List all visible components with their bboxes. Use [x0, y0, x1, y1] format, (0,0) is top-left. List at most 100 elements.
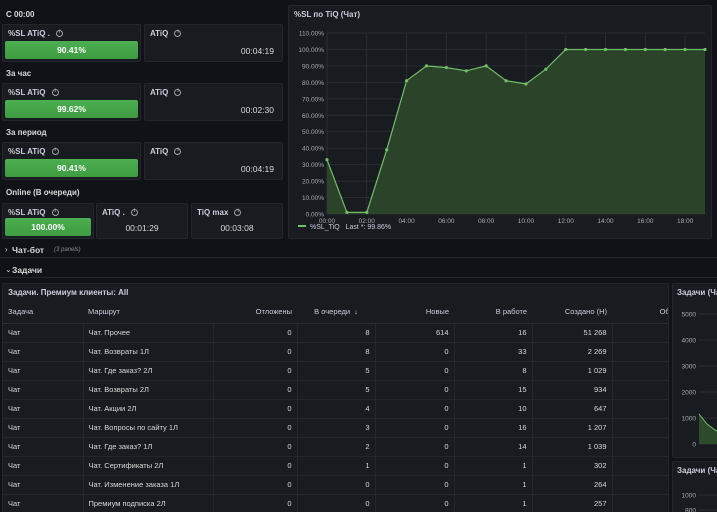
data-point [404, 79, 409, 83]
data-point [444, 65, 448, 70]
stat-value: 00:01:29 [125, 223, 159, 233]
table-cell: 0 [375, 380, 455, 400]
table-row[interactable]: Чат Чат. Где заказ? 2Л 0 5 0 8 1 029 [3, 361, 668, 381]
table-cell: 0 [375, 475, 455, 495]
sl-chart-panel[interactable]: %SL по TiQ (Чат) 0.00% 10.00% 20.00% 30.00%… [288, 5, 712, 239]
data-point [584, 47, 588, 52]
table-cell: Чат [3, 494, 84, 512]
table-cell: 16 [454, 323, 533, 343]
table-cell: Чат. Вопросы по сайту 1Л [83, 418, 214, 438]
row-panels-count: (3 panels) [54, 247, 81, 253]
info-icon[interactable] [174, 29, 182, 37]
table-cell: 1 [297, 456, 376, 476]
table-row[interactable]: Чат Чат. Изменение заказа 1Л 0 0 0 1 264 [3, 475, 668, 495]
column-header[interactable]: Новые [375, 301, 454, 324]
side-chart-2: 1000 800 [682, 493, 717, 512]
table-row[interactable]: Чат Чат. Где заказ? 1Л 0 2 0 14 1 039 [3, 437, 668, 457]
column-header[interactable]: Задача [3, 301, 83, 324]
table-cell: 0 [375, 494, 455, 512]
x-tick-label: 18:00 [677, 218, 694, 225]
stat-panel-atiq-today[interactable]: ATiQ 00:04:19 [144, 24, 283, 62]
info-icon[interactable] [51, 88, 59, 96]
table-cell: Чат. Акции 2Л [83, 399, 214, 419]
table-row[interactable]: Чат Чат. Сертификаты 2Л 0 1 0 1 302 [3, 456, 668, 476]
data-point [623, 47, 628, 52]
x-tick-label: 10:00 [518, 218, 535, 225]
side-chart-panel-1[interactable]: Задачи (Ча 5000 4000 3000 2000 1000 0 [672, 283, 717, 458]
data-point [663, 47, 667, 52]
table-cell: Чат [3, 361, 84, 381]
table-cell [612, 380, 668, 400]
series-area [699, 414, 717, 444]
table-cell: 1 [454, 475, 533, 495]
stat-panel-sl-online[interactable]: %SL ATiQ 100.00% [2, 203, 94, 239]
row-chatbot[interactable]: › Чат-бот (3 panels) [0, 242, 717, 258]
table-cell: 0 [213, 342, 298, 362]
table-cell: 0 [213, 475, 298, 495]
tasks-table: Задача Маршрут Отложены В очереди ↓ Новые В ра… [3, 301, 668, 512]
table-cell: Чат [3, 418, 84, 438]
data-point [603, 47, 608, 52]
stat-panel-sl-today[interactable]: %SL ATiQ . 90.41% [2, 24, 141, 62]
table-cell: 4 [297, 399, 376, 419]
table-cell: 0 [297, 494, 376, 512]
stat-panel-sl-hour[interactable]: %SL ATiQ 99.62% [2, 83, 141, 121]
table-row[interactable]: Чат Чат. Акции 2Л 0 4 0 10 647 [3, 399, 668, 419]
table-cell: 10 [454, 399, 533, 419]
info-icon[interactable] [174, 147, 182, 155]
y-tick-label: 3000 [682, 364, 697, 371]
info-icon[interactable] [51, 147, 59, 155]
data-point [703, 47, 707, 52]
stat-panel-sl-period[interactable]: %SL ATiQ 90.41% [2, 142, 141, 180]
table-cell: Чат [3, 399, 84, 419]
row-tasks[interactable]: ⌄ Задачи [0, 262, 717, 278]
table-row[interactable]: Чат Чат. Вопросы по сайту 1Л 0 3 0 16 1 207 [3, 418, 668, 438]
info-icon[interactable] [51, 208, 59, 216]
stat-panel-atiq-hour[interactable]: ATiQ 00:02:30 [144, 83, 283, 121]
stat-panel-atiq-online[interactable]: ATiQ . 00:01:29 [96, 203, 188, 239]
table-cell: 0 [375, 456, 455, 476]
y-tick-label: 800 [685, 508, 696, 512]
table-cell: Чат. Прочее [83, 323, 214, 343]
column-header[interactable]: Создано (Н) [532, 301, 612, 324]
table-cell: 302 [532, 456, 613, 476]
y-tick-label: 90.00% [302, 63, 324, 70]
x-tick-label: 12:00 [558, 218, 575, 225]
table-row[interactable]: Чат Чат. Возвраты 2Л 0 5 0 15 934 [3, 380, 668, 400]
info-icon[interactable] [55, 29, 63, 37]
stat-value-bar: 90.41% [5, 41, 138, 59]
table-cell: Чат [3, 475, 84, 495]
table-cell: Чат. Возвраты 2Л [83, 380, 214, 400]
y-tick-label: 1000 [682, 493, 697, 500]
data-point [424, 64, 429, 68]
x-tick-label: 02:00 [359, 218, 376, 225]
tasks-table-panel[interactable]: Задачи. Премиум клиенты: All Задача Маршр… [2, 283, 669, 512]
table-cell: 0 [213, 494, 298, 512]
table-cell: 0 [375, 399, 455, 419]
chart-title: %SL по TiQ (Чат) [294, 10, 361, 19]
chart-legend[interactable]: %SL_TiQ Last *: 99.86% [298, 224, 391, 231]
info-icon[interactable] [174, 88, 182, 96]
x-tick-label: 16:00 [637, 218, 654, 225]
table-cell [612, 456, 668, 476]
table-cell: 1 [454, 456, 533, 476]
stat-panel-tiq-max[interactable]: TiQ max 00:03:08 [191, 203, 283, 239]
stat-label: ATiQ [150, 88, 169, 97]
column-header[interactable]: В очереди ↓ [297, 301, 375, 324]
column-header[interactable]: Отложены [213, 301, 297, 324]
stat-panel-atiq-period[interactable]: ATiQ 00:04:19 [144, 142, 283, 180]
column-header[interactable]: В работе [454, 301, 532, 324]
column-header[interactable]: Обработан [612, 301, 668, 324]
stat-value: 00:03:08 [220, 223, 254, 233]
info-icon[interactable] [234, 208, 242, 216]
side-chart-panel-2[interactable]: Задачи (Ча 1000 800 [672, 461, 717, 512]
chevron-down-icon: ⌄ [5, 265, 12, 274]
table-row[interactable]: Чат Премиум подписка 2Л 0 0 0 1 257 [3, 494, 668, 512]
info-icon[interactable] [130, 208, 138, 216]
table-cell: 2 269 [532, 342, 613, 362]
column-header[interactable]: Маршрут [83, 301, 213, 324]
stat-label: %SL ATiQ [8, 88, 46, 97]
x-tick-label: 00:00 [319, 218, 336, 225]
